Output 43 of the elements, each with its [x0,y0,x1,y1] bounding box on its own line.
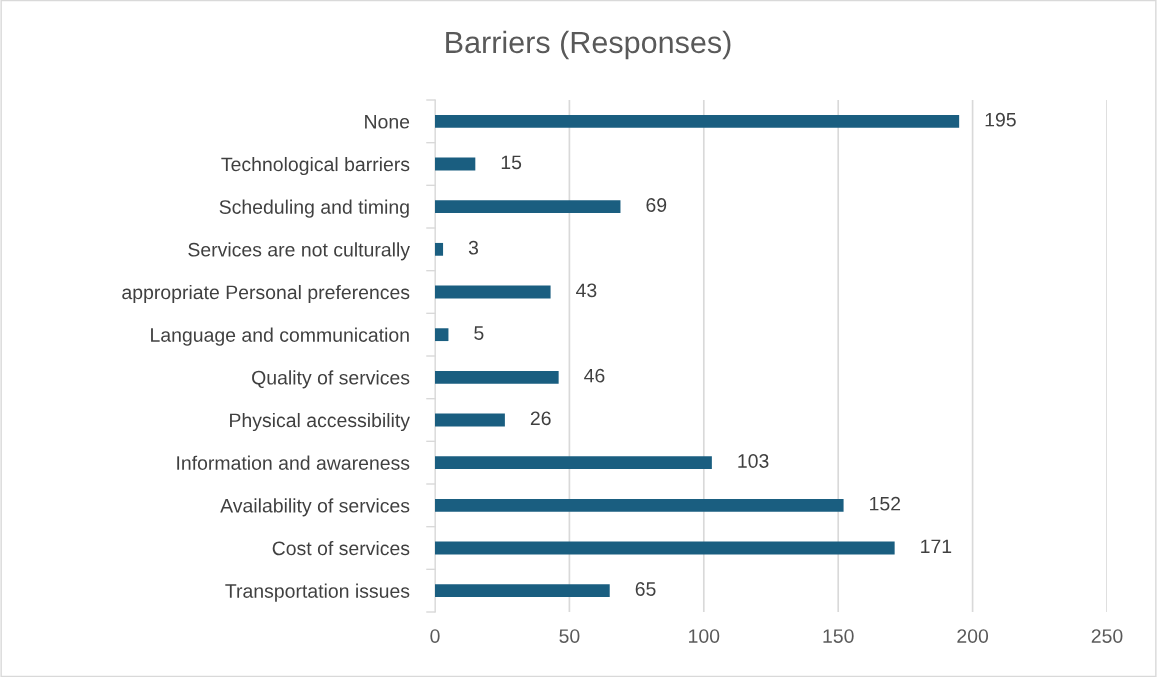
data-label: 26 [530,411,551,426]
x-tick-label: 0 [430,629,440,643]
y-tick-label: Services are not culturally [188,242,410,261]
y-tick-label: Language and communication [151,327,409,346]
bar [435,370,559,384]
data-label: 5 [474,326,484,340]
data-label: 195 [985,112,1016,127]
bar [435,285,551,299]
chart-title: Barriers (Responses) [446,30,731,60]
y-tick-label: Scheduling and timing [219,199,409,218]
bar [435,242,444,256]
x-tick-label: 50 [559,629,580,643]
bar [435,541,895,555]
y-tick-label: None [365,115,410,129]
bar [435,200,621,214]
y-tick-label: Cost of services [272,540,410,556]
data-label: 46 [584,368,605,383]
data-label: 15 [501,155,522,170]
data-label: 171 [921,539,952,554]
y-tick-label: Transportation issues [225,583,410,602]
x-tick-label: 150 [823,629,854,643]
bar [435,157,476,171]
x-tick-label: 250 [1091,629,1123,643]
y-tick-label: Information and awareness [177,455,410,470]
y-tick-label: Technological barriers [221,156,410,176]
bar [435,114,960,128]
x-tick-label: 100 [689,629,720,643]
y-tick-label: Availability of services [220,498,410,517]
bar [435,456,712,470]
data-label: 152 [870,496,901,511]
bar [435,328,449,342]
y-tick-label: appropriate Personal preferences [122,284,410,304]
x-tick-label: 200 [957,629,989,643]
data-label: 3 [468,240,479,255]
data-label: 69 [646,198,667,212]
bar [435,413,505,427]
bar [435,498,844,512]
data-label: 103 [738,454,769,468]
data-label: 43 [576,283,597,298]
y-tick-label: Quality of services [252,370,410,389]
bar [435,584,610,598]
data-label: 65 [635,582,656,596]
y-tick-label: Physical accessibility [230,412,410,432]
